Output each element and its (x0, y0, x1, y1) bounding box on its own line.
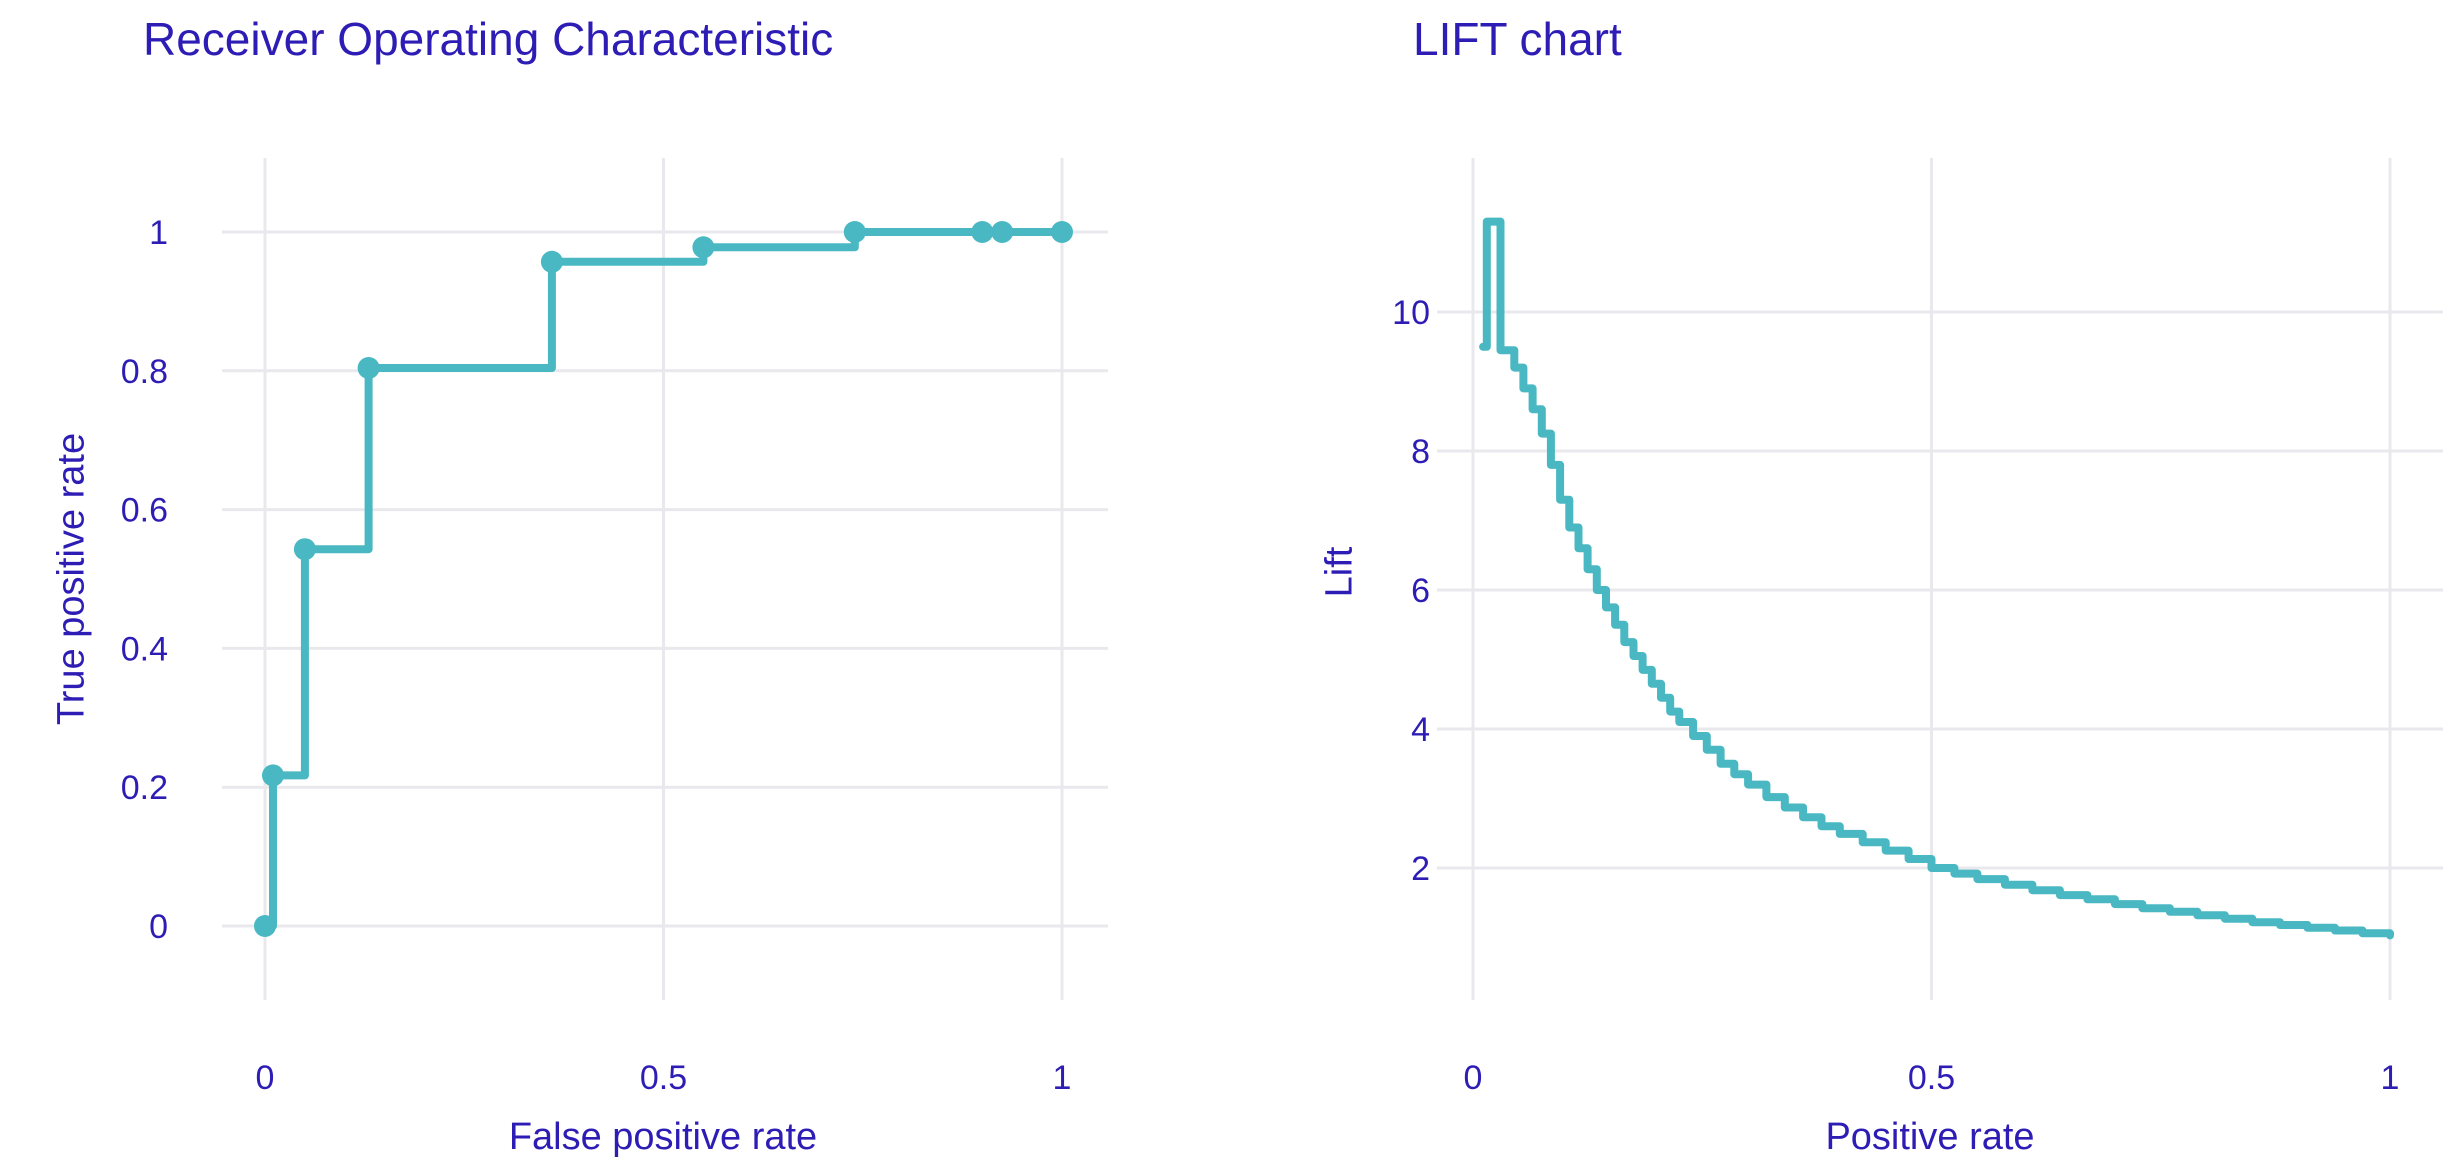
data-point-marker (262, 764, 284, 787)
y-tick-label: 8 (1411, 433, 1430, 471)
lift-y-axis-title: Lift (1318, 546, 1361, 598)
data-point-marker (357, 357, 380, 379)
y-tick-label: 0 (149, 908, 168, 946)
data-point-marker (293, 538, 316, 561)
x-tick-label: 0.5 (640, 1059, 687, 1097)
lift-x-axis-title: Positive rate (1825, 1116, 2035, 1158)
y-tick-label: 6 (1411, 572, 1430, 610)
y-tick-label: 0.6 (121, 492, 168, 530)
plot-area[interactable] (222, 158, 1108, 1000)
roc-chart: 0 0.5 1 0 0.2 0.4 0.6 0.8 1 (121, 158, 1108, 1097)
data-point-marker (540, 250, 563, 273)
data-point-marker (971, 221, 994, 243)
data-point-marker (692, 236, 715, 259)
y-tick-label: 10 (1392, 294, 1430, 332)
data-point-marker (843, 221, 866, 243)
lift-chart: 0 0.5 1 2 4 6 8 10 (1392, 158, 2443, 1097)
y-tick-label: 0.4 (121, 630, 168, 668)
y-tick-label: 1 (149, 214, 168, 252)
data-point-marker (1051, 221, 1073, 243)
y-tick-label: 0.2 (121, 769, 168, 807)
roc-y-axis-title: True positive rate (50, 432, 93, 726)
y-tick-label: 0.8 (121, 353, 168, 391)
x-tick-label: 0.5 (1908, 1059, 1955, 1097)
lift-chart-title: LIFT chart (1413, 13, 1622, 65)
y-tick-label: 2 (1411, 850, 1430, 888)
plot-area[interactable] (1437, 158, 2443, 1000)
data-point-marker (254, 915, 276, 937)
series-step-line (261, 228, 1066, 930)
series-step-line (1479, 217, 2394, 940)
x-tick-label: 1 (2381, 1059, 2400, 1097)
roc-x-axis-title: False positive rate (508, 1116, 818, 1158)
x-tick-label: 1 (1053, 1059, 1072, 1097)
x-tick-label: 0 (256, 1059, 275, 1097)
roc-chart-title: Receiver Operating Characteristic (143, 13, 834, 65)
x-tick-label: 0 (1464, 1059, 1483, 1097)
data-point-marker (991, 221, 1014, 243)
y-tick-label: 4 (1411, 711, 1430, 749)
